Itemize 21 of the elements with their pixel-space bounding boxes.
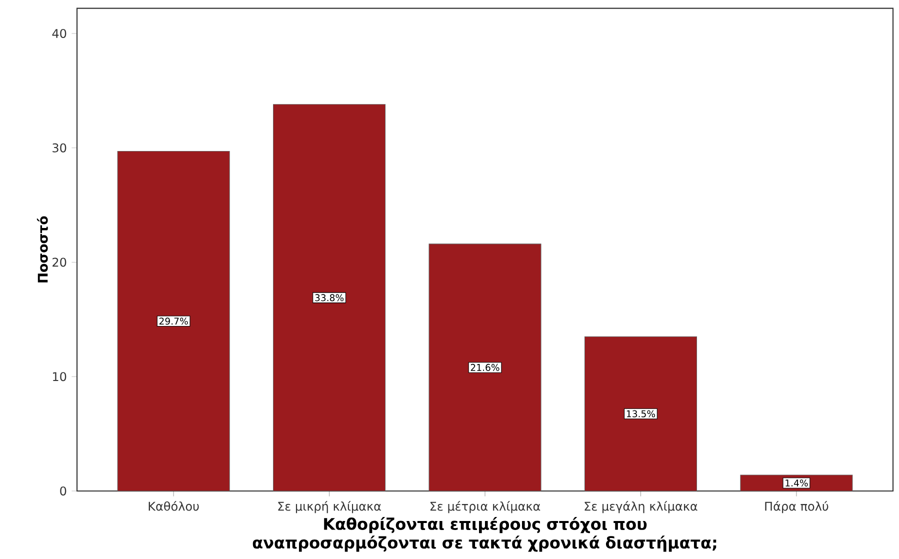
x-axis-title: Καθορίζονται επιμέρους στόχοι που αναπροσαρμόζονται σε τακτά χρονικά διαστήματα; (252, 516, 716, 552)
x-tick-label: Σε μέτρια κλίμακα (430, 501, 540, 514)
x-tick-label: Πάρα πολύ (765, 501, 828, 514)
y-tick-label: 30 (52, 143, 66, 152)
bar (584, 336, 697, 491)
y-tick-label: 10 (53, 372, 66, 382)
bar (118, 151, 230, 491)
bar (428, 244, 542, 491)
data-label: 21.6% (470, 364, 500, 371)
y-tick-label: 20 (52, 258, 66, 267)
bar (273, 104, 386, 491)
x-tick-label: Καθόλου (148, 501, 199, 511)
data-label: 29.7% (159, 318, 188, 325)
y-tick-label: 40 (52, 28, 66, 38)
y-axis-title: Ποσοστό (36, 216, 48, 282)
data-label: 13.5% (626, 410, 656, 418)
x-tick-label: Σε μικρή κλίμακα (278, 501, 381, 514)
data-label: 1.4% (786, 479, 808, 486)
x-tick-label: Σε μεγάλη κλίμακα (584, 501, 698, 514)
y-tick-label: 0 (60, 486, 66, 496)
data-label: 33.8% (315, 294, 344, 302)
